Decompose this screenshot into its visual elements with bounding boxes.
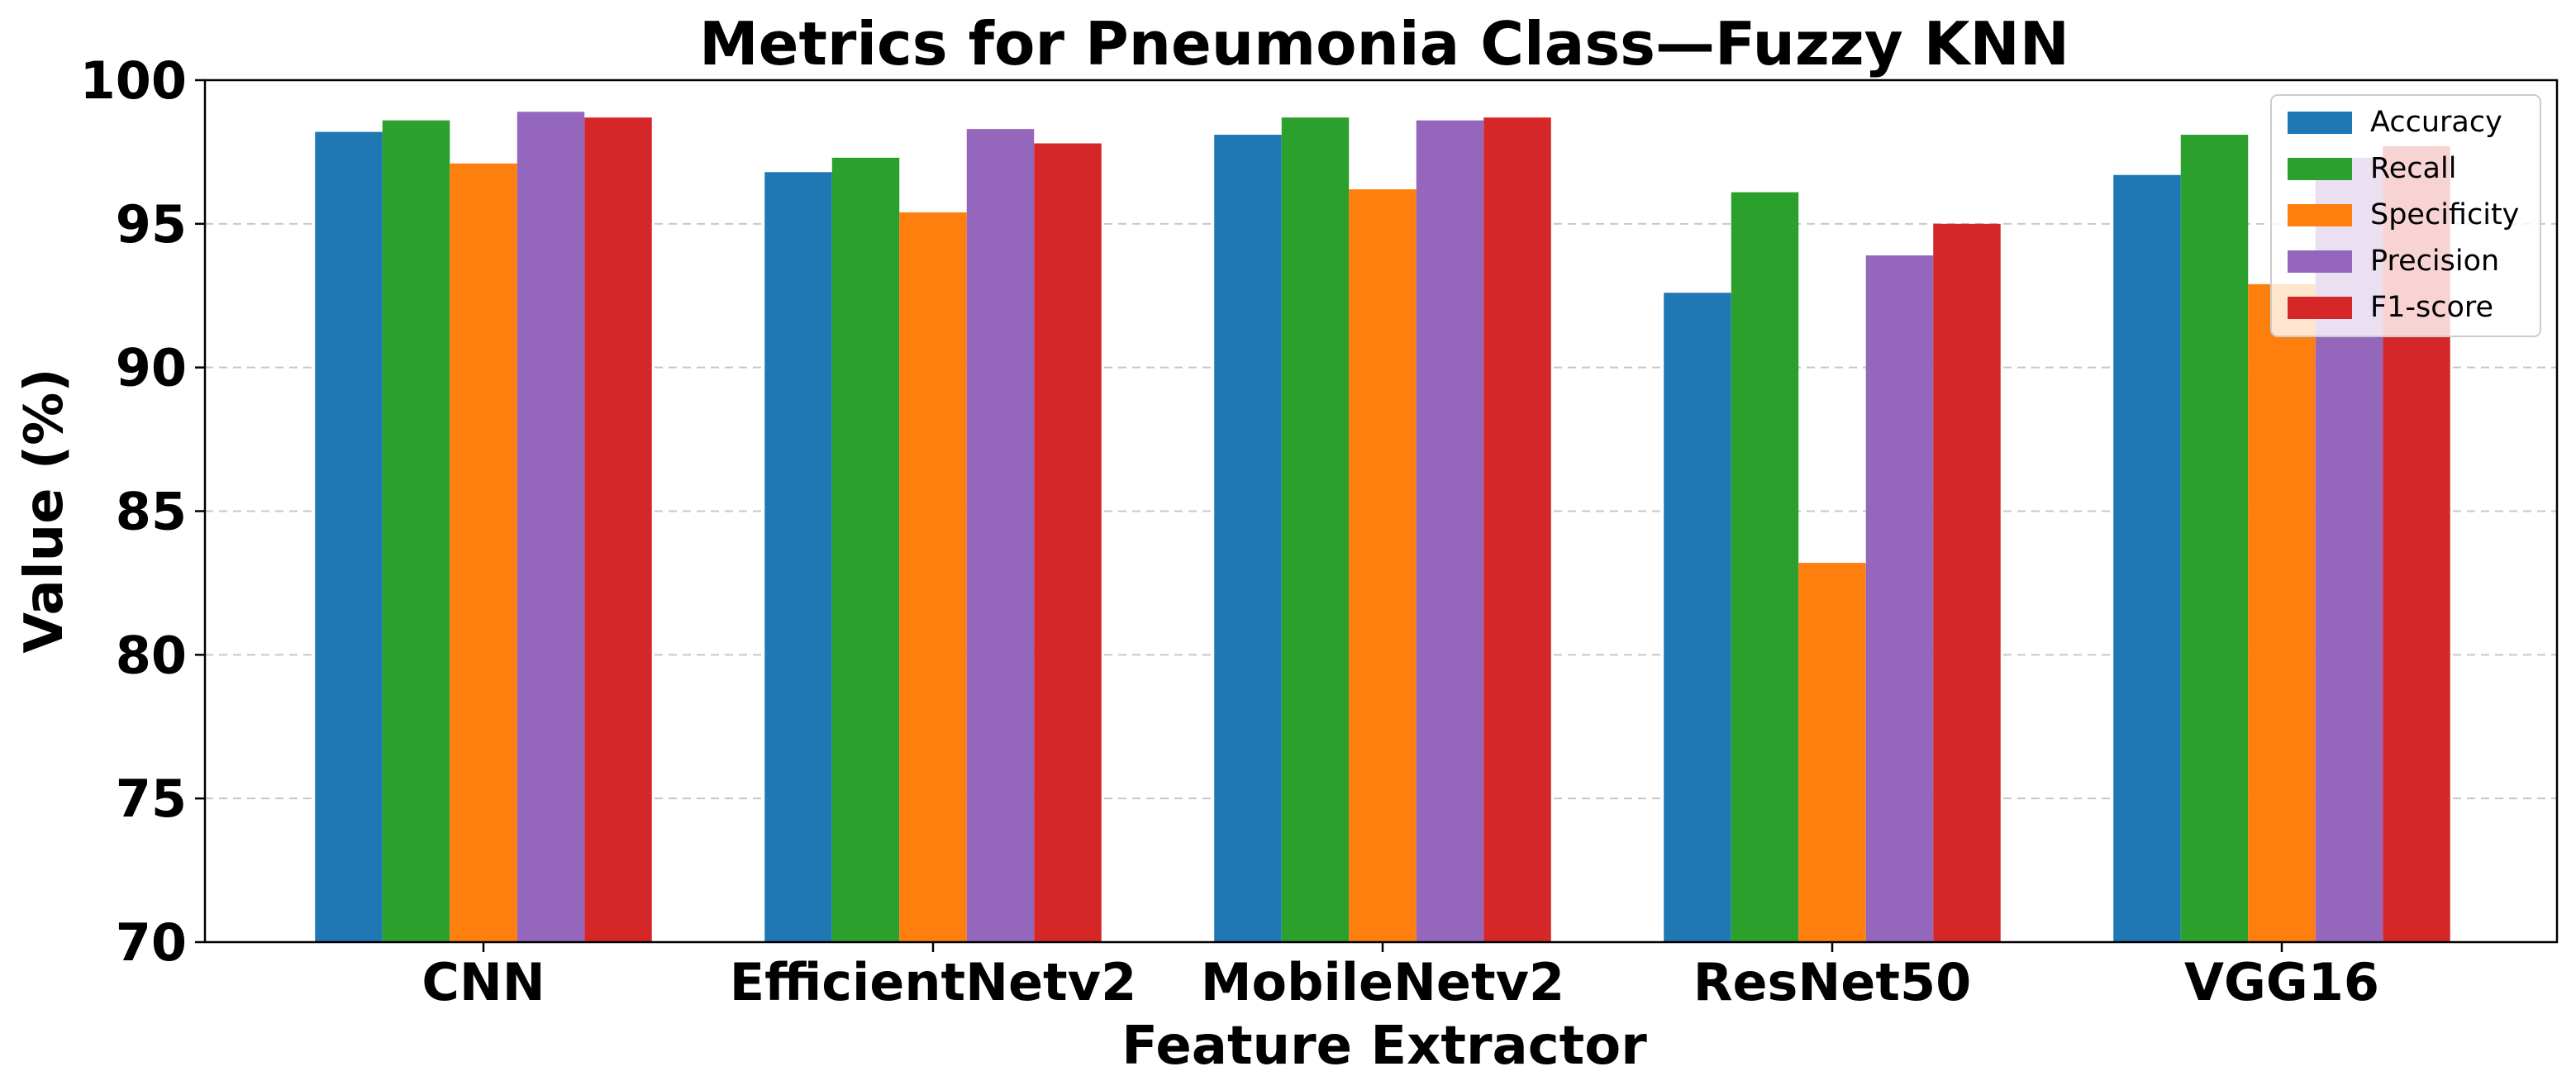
legend-swatch xyxy=(2288,112,2352,134)
legend-swatch xyxy=(2288,297,2352,319)
bar-recall-efficientnetv2 xyxy=(831,157,900,942)
bar-specificity-mobilenetv2 xyxy=(1349,189,1417,942)
bar-specificity-efficientnetv2 xyxy=(899,212,967,943)
y-tick-label: 100 xyxy=(80,50,187,111)
bar-f1-score-efficientnetv2 xyxy=(1034,143,1102,942)
y-axis-label: Value (%) xyxy=(14,368,75,653)
y-tick-label: 90 xyxy=(116,338,187,398)
bar-specificity-vgg16 xyxy=(2248,283,2316,942)
y-tick-label: 80 xyxy=(116,625,187,685)
legend-box xyxy=(2270,94,2541,337)
legend-label: Recall xyxy=(2370,152,2456,185)
bar-specificity-cnn xyxy=(450,163,517,942)
x-tick-label: CNN xyxy=(421,952,545,1012)
bar-f1-score-resnet50 xyxy=(1933,223,2001,942)
bar-recall-mobilenetv2 xyxy=(1281,117,1350,943)
legend-swatch xyxy=(2288,158,2352,180)
bar-accuracy-efficientnetv2 xyxy=(764,172,832,943)
legend-label: Specificity xyxy=(2370,198,2519,231)
y-tick-label: 95 xyxy=(116,194,187,255)
x-tick-label: VGG16 xyxy=(2184,952,2379,1012)
chart-title: Metrics for Pneumonia Class—Fuzzy KNN xyxy=(699,9,2069,79)
bar-precision-mobilenetv2 xyxy=(1416,120,1484,942)
bar-precision-cnn xyxy=(517,112,585,942)
legend-label: F1-score xyxy=(2370,291,2493,324)
bar-recall-cnn xyxy=(382,120,450,942)
bar-recall-resnet50 xyxy=(1731,192,1799,943)
bar-f1-score-mobilenetv2 xyxy=(1483,117,1551,943)
x-tick-label: ResNet50 xyxy=(1693,952,1972,1012)
x-axis-ticks: CNN EfficientNetv2 MobileNetv2 ResNet50 VGG1… xyxy=(421,942,2379,1012)
bar-accuracy-vgg16 xyxy=(2113,174,2181,943)
bars xyxy=(315,112,2450,943)
x-axis-label: Feature Extractor xyxy=(1121,1016,1647,1076)
x-tick-label: EfficientNetv2 xyxy=(730,952,1136,1012)
bar-specificity-resnet50 xyxy=(1798,563,1866,942)
y-tick-label: 85 xyxy=(116,482,187,542)
legend-swatch xyxy=(2288,204,2352,226)
legend: Accuracy Recall Specificity Precision F1-sco… xyxy=(2270,94,2541,337)
legend-label: Accuracy xyxy=(2370,106,2502,139)
bar-recall-vgg16 xyxy=(2180,135,2249,943)
bar-accuracy-mobilenetv2 xyxy=(1214,135,1282,943)
bar-accuracy-cnn xyxy=(315,131,383,942)
bar-f1-score-cnn xyxy=(584,117,652,943)
x-tick-label: MobileNetv2 xyxy=(1201,952,1564,1012)
bar-precision-resnet50 xyxy=(1865,255,1934,942)
y-axis-ticks: 70 75 80 85 90 95 100 xyxy=(80,50,205,973)
y-tick-label: 70 xyxy=(116,912,187,973)
legend-swatch xyxy=(2288,250,2352,273)
bar-precision-efficientnetv2 xyxy=(966,129,1035,942)
bar-accuracy-resnet50 xyxy=(1664,293,1731,943)
y-tick-label: 75 xyxy=(116,769,187,829)
legend-label: Precision xyxy=(2370,245,2499,278)
